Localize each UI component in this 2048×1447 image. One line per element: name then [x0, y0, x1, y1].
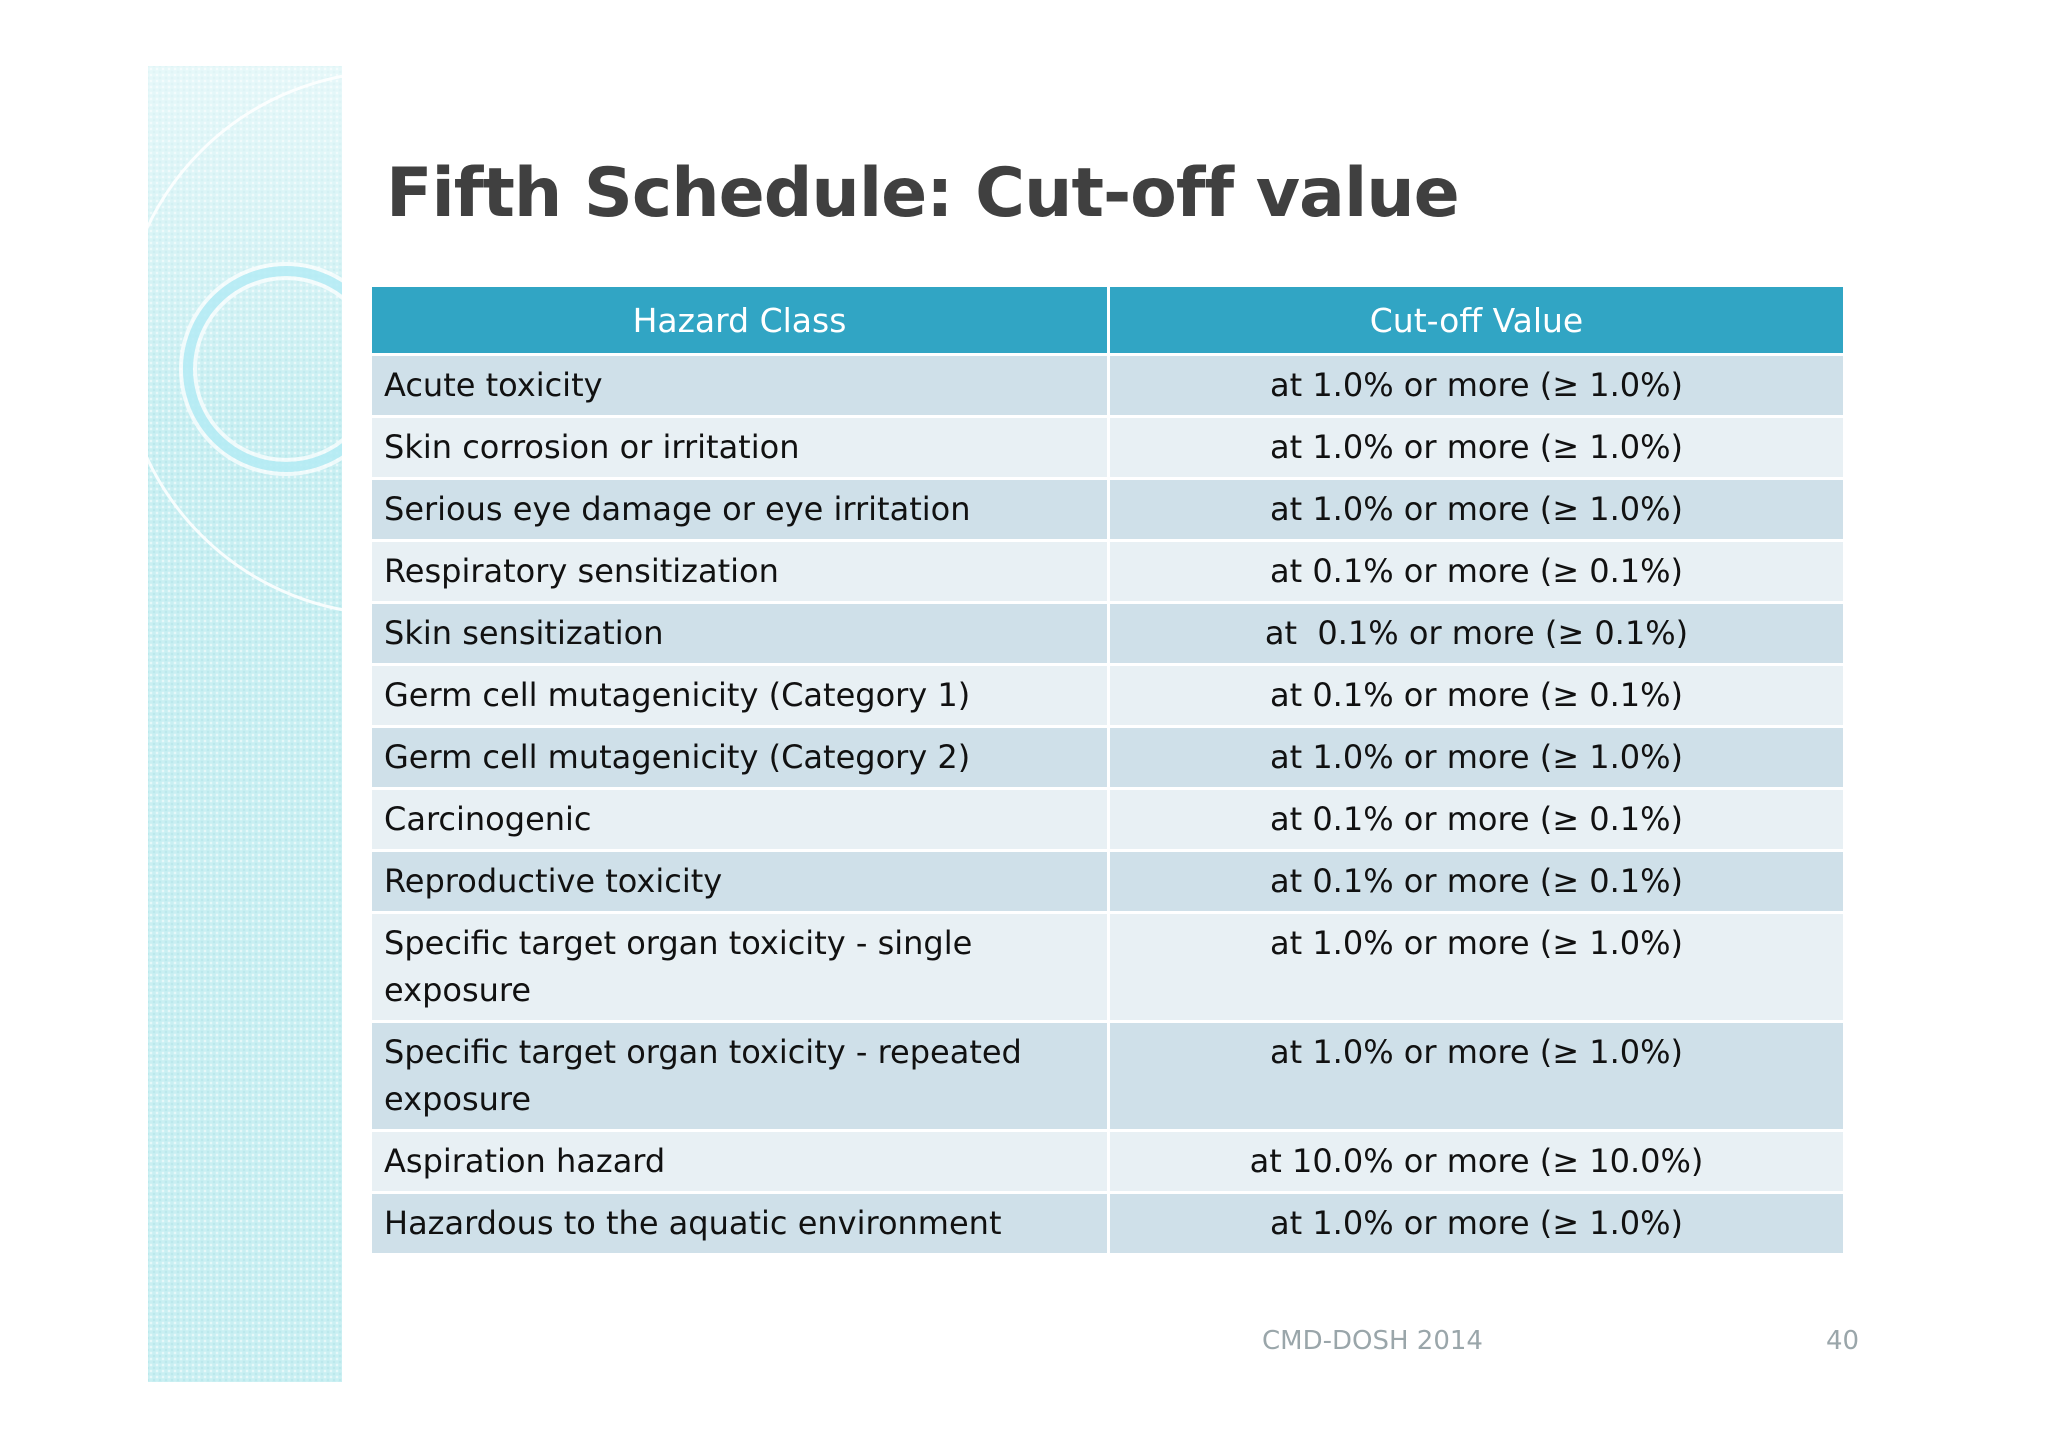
- table-row: Specific target organ toxicity - single …: [372, 914, 1843, 1020]
- cutoff-cell: at 0.1% or more (≥ 0.1%): [1110, 604, 1843, 663]
- page-number: 40: [1826, 1326, 1860, 1356]
- cutoff-cell: at 0.1% or more (≥ 0.1%): [1110, 666, 1843, 725]
- hazard-cell: Skin sensitization: [372, 604, 1107, 663]
- cutoff-cell: at 1.0% or more (≥ 1.0%): [1110, 914, 1843, 1020]
- cutoff-cell: at 1.0% or more (≥ 1.0%): [1110, 418, 1843, 477]
- table-row: Skin corrosion or irritation at 1.0% or …: [372, 418, 1843, 477]
- hazard-cell: Specific target organ toxicity - single …: [372, 914, 1107, 1020]
- table-row: Skin sensitization at 0.1% or more (≥ 0.…: [372, 604, 1843, 663]
- cutoff-cell: at 1.0% or more (≥ 1.0%): [1110, 480, 1843, 539]
- hazard-cell: Skin corrosion or irritation: [372, 418, 1107, 477]
- table-header-row: Hazard Class Cut-off Value: [372, 287, 1843, 353]
- table-row: Serious eye damage or eye irritation at …: [372, 480, 1843, 539]
- hazard-cell: Serious eye damage or eye irritation: [372, 480, 1107, 539]
- table-row: Germ cell mutagenicity (Category 2) at 1…: [372, 728, 1843, 787]
- cutoff-cell: at 10.0% or more (≥ 10.0%): [1110, 1132, 1843, 1191]
- header-hazard-class: Hazard Class: [372, 287, 1107, 353]
- hazard-cell: Reproductive toxicity: [372, 852, 1107, 911]
- decorative-side-strip: [148, 66, 342, 1382]
- hazard-cell: Hazardous to the aquatic environment: [372, 1194, 1107, 1253]
- cutoff-cell: at 1.0% or more (≥ 1.0%): [1110, 1023, 1843, 1129]
- table-row: Hazardous to the aquatic environment at …: [372, 1194, 1843, 1253]
- table-row: Reproductive toxicity at 0.1% or more (≥…: [372, 852, 1843, 911]
- hazard-cell: Germ cell mutagenicity (Category 2): [372, 728, 1107, 787]
- table-row: Aspiration hazard at 10.0% or more (≥ 10…: [372, 1132, 1843, 1191]
- slide-title: Fifth Schedule: Cut-off value: [386, 154, 1460, 233]
- hazard-cell: Acute toxicity: [372, 356, 1107, 415]
- cutoff-cell: at 0.1% or more (≥ 0.1%): [1110, 790, 1843, 849]
- cutoff-cell: at 1.0% or more (≥ 1.0%): [1110, 356, 1843, 415]
- table-row: Specific target organ toxicity - repeate…: [372, 1023, 1843, 1129]
- cutoff-cell: at 0.1% or more (≥ 0.1%): [1110, 852, 1843, 911]
- table-row: Germ cell mutagenicity (Category 1) at 0…: [372, 666, 1843, 725]
- strip-glow: [148, 66, 342, 426]
- cutoff-cell: at 0.1% or more (≥ 0.1%): [1110, 542, 1843, 601]
- cutoff-cell: at 1.0% or more (≥ 1.0%): [1110, 728, 1843, 787]
- hazard-cell: Respiratory sensitization: [372, 542, 1107, 601]
- hazard-cell: Specific target organ toxicity - repeate…: [372, 1023, 1107, 1129]
- table-row: Carcinogenic at 0.1% or more (≥ 0.1%): [372, 790, 1843, 849]
- hazard-cell: Carcinogenic: [372, 790, 1107, 849]
- header-cutoff-value: Cut-off Value: [1110, 287, 1843, 353]
- hazard-cell: Aspiration hazard: [372, 1132, 1107, 1191]
- table-row: Respiratory sensitization at 0.1% or mor…: [372, 542, 1843, 601]
- footer-text: CMD-DOSH 2014: [1262, 1326, 1483, 1356]
- cutoff-table: Hazard Class Cut-off Value Acute toxicit…: [369, 284, 1846, 1256]
- cutoff-cell: at 1.0% or more (≥ 1.0%): [1110, 1194, 1843, 1253]
- hazard-cell: Germ cell mutagenicity (Category 1): [372, 666, 1107, 725]
- table-row: Acute toxicity at 1.0% or more (≥ 1.0%): [372, 356, 1843, 415]
